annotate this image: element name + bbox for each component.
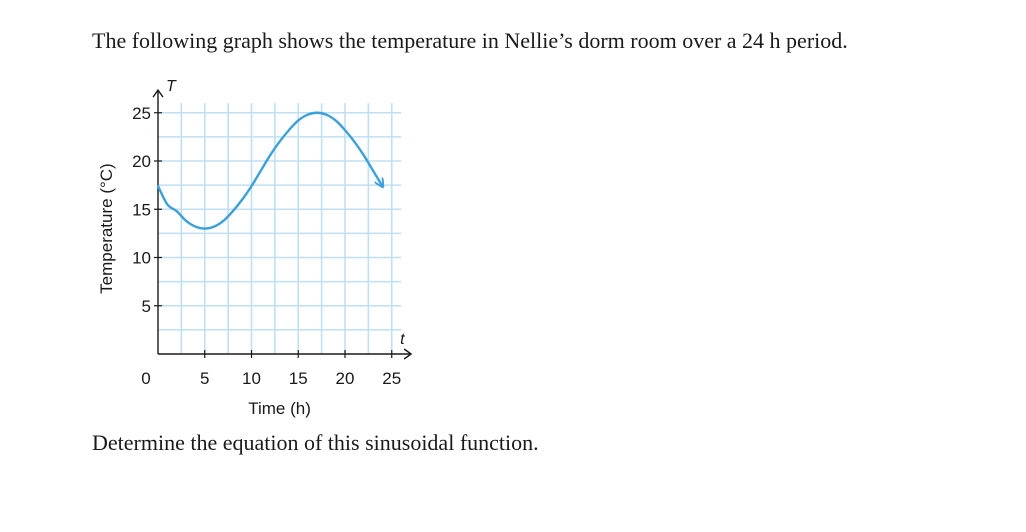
x-tick-label: 0 xyxy=(141,369,150,388)
chart-grid xyxy=(158,103,402,354)
x-axis-variable: t xyxy=(400,331,405,348)
x-tick-label: 25 xyxy=(382,369,401,388)
x-tick-label: 20 xyxy=(336,369,355,388)
temperature-curve xyxy=(156,111,382,230)
y-tick-label: 5 xyxy=(142,297,151,316)
x-tick-label: 15 xyxy=(289,369,308,388)
chart-series xyxy=(156,111,382,230)
y-tick-label: 10 xyxy=(132,249,151,268)
y-tick-label: 25 xyxy=(132,104,151,123)
x-tick-label: 5 xyxy=(200,369,209,388)
chart-axes xyxy=(152,88,413,360)
x-tick-label: 10 xyxy=(242,369,261,388)
x-axis-label: Time (h) xyxy=(248,399,311,418)
chart-ticks: 0 5 10 15 20 25 5 10 15 20 25 xyxy=(132,104,401,388)
y-axis-arrow xyxy=(152,88,164,98)
question-intro: The following graph shows the temperatur… xyxy=(92,28,848,53)
x-axis-arrow xyxy=(403,348,413,360)
y-tick-label: 20 xyxy=(132,152,151,171)
question-prompt: Determine the equation of this sinusoida… xyxy=(92,430,539,455)
y-tick-label: 15 xyxy=(132,200,151,219)
y-axis-label: Temperature (°C) xyxy=(97,163,116,294)
y-axis-variable: T xyxy=(166,78,177,95)
